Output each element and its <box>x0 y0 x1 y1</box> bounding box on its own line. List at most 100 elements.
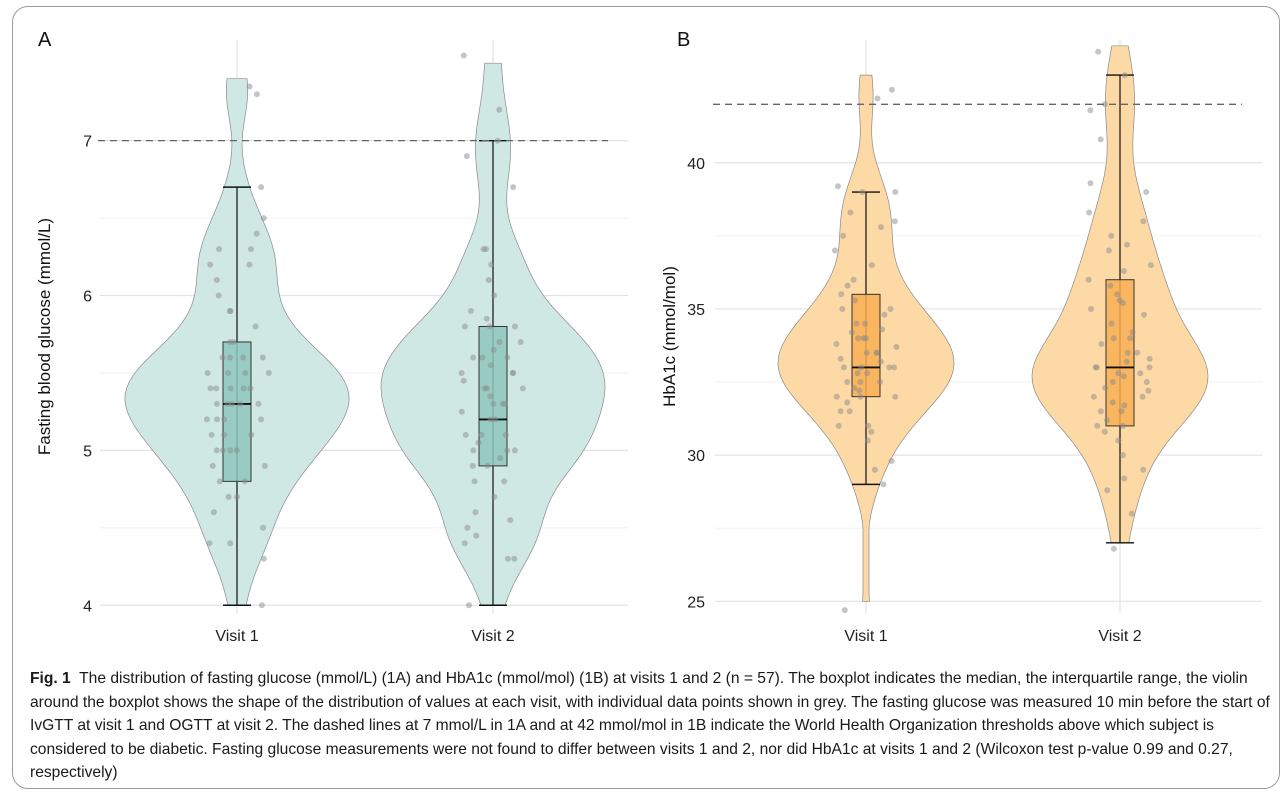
data-point <box>260 555 267 562</box>
data-point <box>460 377 467 384</box>
data-point <box>234 493 240 500</box>
data-point <box>844 282 851 289</box>
y-tick-label: 35 <box>687 302 705 319</box>
data-point <box>258 602 265 609</box>
data-point <box>856 387 863 394</box>
data-point <box>463 153 470 160</box>
box-iqr <box>851 293 881 398</box>
data-point <box>228 400 235 407</box>
data-point <box>215 292 222 299</box>
data-point <box>491 493 498 500</box>
data-point <box>853 320 860 327</box>
data-point <box>485 277 492 283</box>
data-point <box>865 422 872 429</box>
data-point <box>837 408 844 415</box>
data-point <box>873 349 880 356</box>
y-tick-label: 4 <box>83 598 92 615</box>
data-point <box>1124 349 1131 356</box>
data-point <box>207 385 214 392</box>
data-point <box>892 189 899 195</box>
data-point <box>1115 437 1122 444</box>
panel-label-a: A <box>38 29 52 51</box>
data-point <box>888 458 895 464</box>
data-point <box>502 431 509 438</box>
data-point <box>484 462 491 469</box>
data-point <box>1124 241 1130 248</box>
x-tick-label: Visit 2 <box>1098 628 1141 645</box>
data-point <box>887 306 894 312</box>
data-point <box>1085 276 1092 283</box>
data-point <box>497 455 504 462</box>
data-point <box>1143 379 1150 385</box>
data-point <box>246 83 253 90</box>
data-point <box>840 364 847 371</box>
data-point <box>470 354 477 361</box>
data-point <box>491 292 498 299</box>
data-point <box>487 362 494 369</box>
data-point <box>1115 370 1122 377</box>
data-point <box>227 447 234 454</box>
data-point <box>461 540 468 547</box>
data-point <box>511 323 518 330</box>
data-point <box>891 218 898 225</box>
data-point <box>1139 393 1146 400</box>
data-point <box>844 379 851 385</box>
data-point <box>504 447 511 454</box>
x-tick-label: Visit 1 <box>844 628 887 645</box>
data-point <box>460 52 467 59</box>
data-point <box>496 106 503 113</box>
data-point <box>208 431 215 438</box>
data-point <box>864 370 871 377</box>
data-point <box>851 384 858 391</box>
data-point <box>1121 72 1128 79</box>
data-point <box>226 308 233 314</box>
data-point <box>1087 180 1094 187</box>
data-point <box>248 431 255 438</box>
data-point <box>1121 402 1128 409</box>
data-point <box>226 354 233 361</box>
data-point <box>265 370 272 376</box>
data-point <box>467 308 474 314</box>
data-point <box>247 385 254 392</box>
data-point <box>480 246 487 253</box>
data-point <box>841 607 848 614</box>
data-point <box>1095 48 1102 55</box>
data-point <box>479 354 486 361</box>
data-point <box>247 246 254 253</box>
data-point <box>1118 408 1125 415</box>
data-point <box>240 354 247 361</box>
data-point <box>1102 384 1109 391</box>
data-point <box>471 478 478 485</box>
data-point <box>859 189 866 195</box>
data-point <box>854 370 861 377</box>
data-point <box>1109 399 1116 406</box>
data-point <box>1128 510 1135 517</box>
data-point <box>834 183 841 190</box>
data-point <box>893 344 900 350</box>
data-point <box>1107 282 1114 289</box>
data-point <box>470 447 477 454</box>
data-point <box>1105 247 1112 254</box>
data-point <box>881 311 888 318</box>
data-point <box>1109 379 1116 385</box>
data-point <box>862 320 868 327</box>
data-point <box>1121 475 1128 482</box>
data-point <box>504 555 511 562</box>
data-point <box>892 393 899 400</box>
data-point <box>214 416 221 423</box>
data-point <box>509 370 516 376</box>
data-point <box>221 431 228 438</box>
data-point <box>860 335 867 342</box>
data-point <box>253 91 260 98</box>
data-point <box>510 184 517 191</box>
data-point <box>879 326 886 333</box>
data-point <box>210 509 217 516</box>
data-point <box>1123 358 1130 365</box>
data-point <box>1108 232 1115 239</box>
data-point <box>507 517 514 524</box>
data-point <box>878 224 884 231</box>
data-point <box>246 261 253 268</box>
data-point <box>203 416 210 423</box>
data-point <box>240 385 247 392</box>
data-point <box>850 276 857 283</box>
